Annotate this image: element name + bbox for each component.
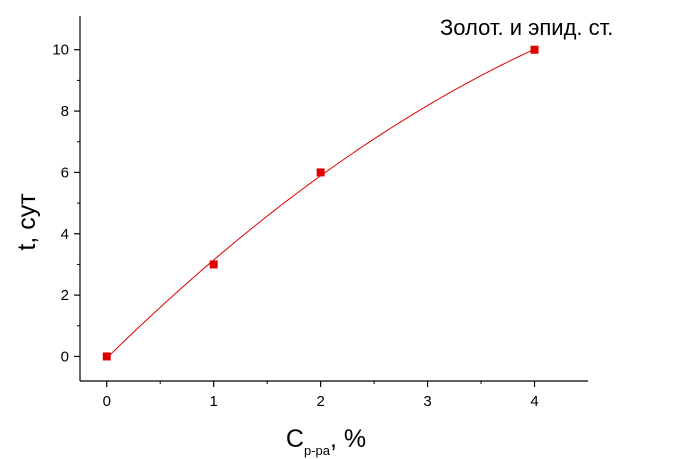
data-point — [102, 352, 111, 361]
y-tick-label: 2 — [61, 287, 69, 304]
x-tick-label: 4 — [530, 393, 538, 410]
data-point — [530, 45, 539, 54]
x-axis-title: Cр-ра, % — [286, 425, 366, 458]
y-tick-label: 8 — [61, 103, 69, 120]
x-tick-label: 0 — [103, 393, 111, 410]
y-axis: 0 2 4 6 8 10 — [52, 16, 81, 381]
x-axis-title-suffix: , % — [330, 425, 366, 453]
x-axis-title-sub: р-ра — [304, 443, 331, 458]
fit-curve — [106, 48, 535, 359]
y-tick-label: 10 — [52, 42, 69, 59]
y-axis-title: t, сут — [13, 193, 41, 251]
plot-area — [102, 45, 539, 361]
y-tick-label: 0 — [61, 348, 69, 365]
x-tick-label: 3 — [423, 393, 431, 410]
data-point — [209, 260, 218, 269]
y-tick-label: 4 — [61, 226, 69, 243]
data-point — [316, 168, 325, 177]
y-tick-label: 6 — [61, 164, 69, 181]
x-tick-label: 2 — [316, 393, 324, 410]
x-axis-title-main: C — [286, 425, 304, 453]
x-axis: 0 1 2 3 4 — [80, 380, 588, 410]
x-tick-label: 1 — [210, 393, 218, 410]
chart-title: Золот. и эпид. ст. — [440, 15, 613, 40]
